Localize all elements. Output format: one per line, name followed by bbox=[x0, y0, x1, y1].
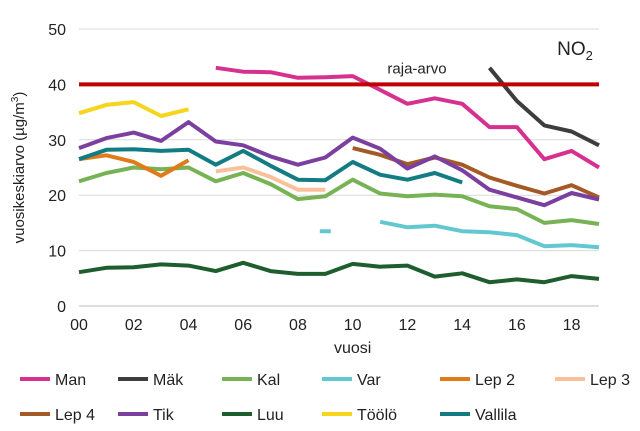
legend-item-toolo: Töölö bbox=[322, 407, 397, 424]
limit-label: raja-arvo bbox=[387, 60, 446, 77]
legend-item-luu: Luu bbox=[222, 407, 284, 424]
series-lines bbox=[78, 65, 601, 285]
chart-title-sub: 2 bbox=[586, 48, 593, 63]
y-axis-title: vuosikeskiarvo (µg/m3) bbox=[10, 92, 28, 244]
series-line-toolo bbox=[78, 100, 189, 118]
legend-item-tik: Tik bbox=[118, 407, 175, 424]
chart-title: NO2 bbox=[557, 39, 593, 63]
series-line-man bbox=[215, 65, 601, 170]
y-tick-label: 10 bbox=[48, 244, 66, 261]
legend-item-kal: Kal bbox=[222, 372, 280, 389]
y-tick-label: 50 bbox=[48, 22, 66, 39]
x-tick-label: 10 bbox=[344, 317, 362, 334]
x-tick-label: 06 bbox=[234, 317, 252, 334]
legend-item-man: Man bbox=[20, 372, 86, 389]
legend-label: Lep 3 bbox=[590, 372, 630, 389]
legend-label: Lep 2 bbox=[475, 372, 515, 389]
x-tick-label: 18 bbox=[563, 317, 581, 334]
limit-line-group: raja-arvo bbox=[79, 60, 599, 87]
x-tick-label: 02 bbox=[125, 317, 143, 334]
series-line-mak bbox=[487, 66, 600, 148]
x-tick-label: 16 bbox=[508, 317, 526, 334]
y-axis-title-sup: 3 bbox=[10, 96, 21, 102]
y-tick-label: 40 bbox=[48, 77, 66, 94]
series-line-kal bbox=[78, 165, 600, 226]
y-tick-label: 0 bbox=[57, 299, 66, 316]
legend-label: Kal bbox=[257, 372, 280, 389]
y-tick-label: 20 bbox=[48, 188, 66, 205]
y-tick-labels: 0 10 20 30 40 50 bbox=[48, 22, 66, 316]
legend-label: Vallila bbox=[475, 407, 517, 424]
legend-label: Man bbox=[55, 372, 86, 389]
legend-label: Mäk bbox=[153, 372, 184, 389]
series-line-var bbox=[319, 219, 600, 250]
legend-item-mak: Mäk bbox=[118, 372, 184, 389]
chart-title-main: NO bbox=[557, 39, 586, 60]
y-axis-title-main: vuosikeskiarvo (µg/m bbox=[11, 102, 28, 243]
x-axis-title: vuosi bbox=[334, 340, 371, 357]
legend-item-vallila: Vallila bbox=[440, 407, 517, 424]
legend-label: Var bbox=[357, 372, 381, 389]
series-line-lep-2 bbox=[78, 153, 190, 178]
legend-label: Töölö bbox=[357, 407, 397, 424]
series-line-lep-3 bbox=[215, 165, 326, 192]
legend-label: Tik bbox=[153, 407, 175, 424]
x-tick-label: 08 bbox=[289, 317, 307, 334]
x-tick-labels: 00 02 04 06 08 10 12 14 16 18 bbox=[70, 317, 581, 334]
legend-item-lep-3: Lep 3 bbox=[555, 372, 630, 389]
legend-item-lep-4: Lep 4 bbox=[20, 407, 95, 424]
x-tick-label: 00 bbox=[70, 317, 88, 334]
y-axis-title-end: ) bbox=[11, 92, 28, 97]
series-line-luu bbox=[78, 260, 600, 285]
y-tick-label: 30 bbox=[48, 133, 66, 150]
series-line-tik bbox=[78, 120, 600, 208]
legend-item-var: Var bbox=[322, 372, 381, 389]
legend-label: Luu bbox=[257, 407, 284, 424]
x-tick-label: 14 bbox=[453, 317, 471, 334]
legend-label: Lep 4 bbox=[55, 407, 95, 424]
legend: Man Mäk Kal Var Lep 2 Lep 3 Lep 4 Tik Luu Töölö Va… bbox=[20, 372, 630, 424]
series-line-vallila bbox=[78, 147, 463, 185]
x-tick-label: 12 bbox=[399, 317, 417, 334]
legend-item-lep-2: Lep 2 bbox=[440, 372, 515, 389]
x-tick-label: 04 bbox=[180, 317, 198, 334]
